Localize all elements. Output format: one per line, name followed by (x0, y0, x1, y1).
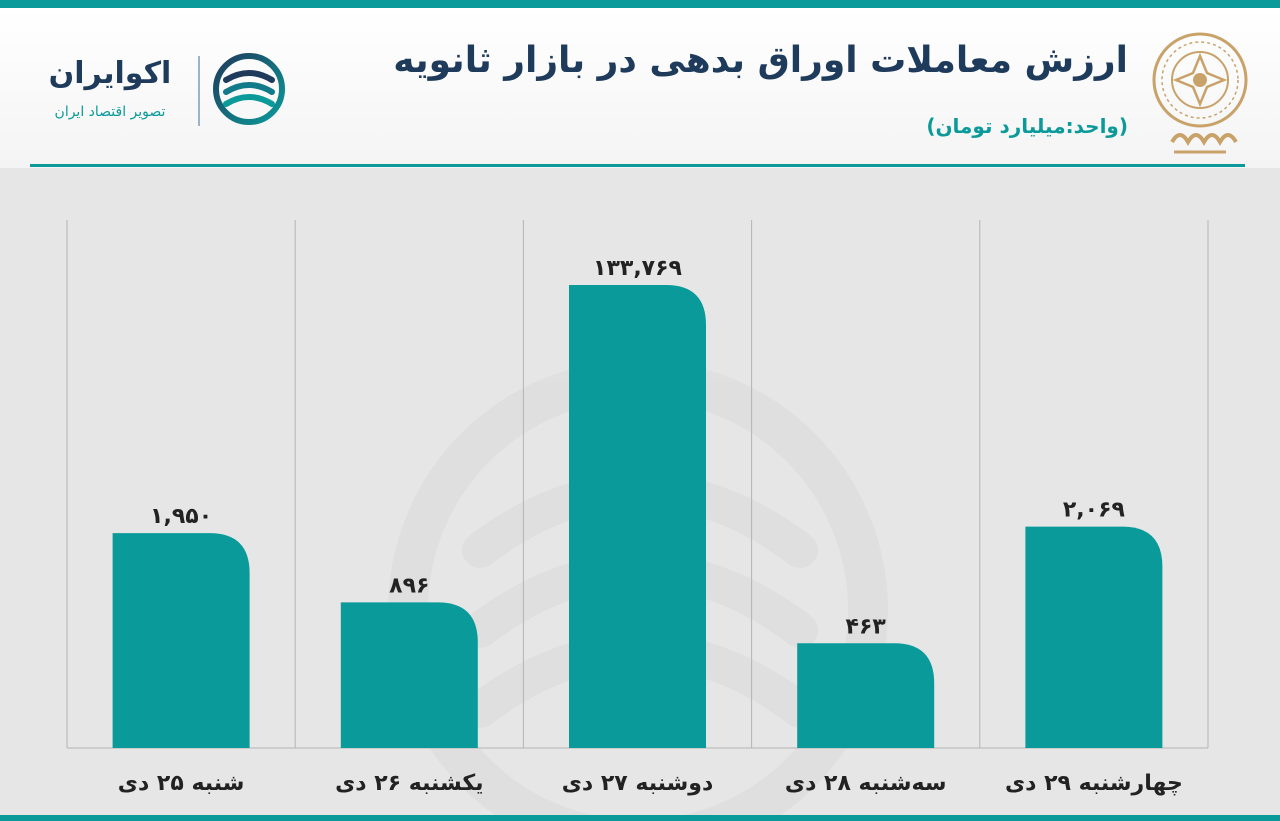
bar-value-label: ۱۳۳,۷۶۹ (593, 256, 682, 281)
grid-lines (66, 220, 1209, 749)
category-label: یکشنبه ۲۶ دی (335, 771, 483, 796)
emblem-logo-icon (1152, 32, 1248, 154)
bar-value-label: ۲,۰۶۹ (1063, 498, 1125, 523)
bar-chart: ۱,۹۵۰ ۸۹۶ ۱۳۳,۷۶۹ ۴۶۳ ۲,۰۶۹ شنبه ۲۵ دی یکشنبه… (66, 220, 1209, 815)
bar (797, 643, 935, 748)
bar (112, 533, 250, 748)
category-label: سه‌شنبه ۲۸ دی (785, 771, 947, 796)
bar (1025, 526, 1163, 748)
brand-name: اکوایران (48, 56, 172, 91)
bar-value-label: ۱,۹۵۰ (150, 504, 212, 529)
bar (340, 602, 478, 748)
category-label: شنبه ۲۵ دی (118, 771, 245, 796)
value-labels: ۱,۹۵۰ ۸۹۶ ۱۳۳,۷۶۹ ۴۶۳ ۲,۰۶۹ (150, 256, 1125, 639)
bar (569, 285, 706, 748)
bar-value-label: ۸۹۶ (389, 573, 429, 598)
chart-title: ارزش معاملات اوراق بدهی در بازار ثانویه (393, 40, 1128, 81)
logo-divider (198, 56, 200, 126)
bars (112, 285, 1163, 748)
header-divider (30, 164, 1245, 167)
bottom-accent-bar (0, 815, 1280, 821)
brand-tagline: تصویر اقتصاد ایران (54, 104, 166, 120)
category-labels: شنبه ۲۵ دی یکشنبه ۲۶ دی دوشنبه ۲۷ دی سه‌شنب… (118, 771, 1183, 796)
top-accent-bar (0, 0, 1280, 8)
chart-unit-subtitle: (واحد:میلیارد تومان) (926, 114, 1128, 138)
category-label: چهارشنبه ۲۹ دی (1005, 771, 1183, 796)
bar-value-label: ۴۶۳ (846, 614, 887, 639)
category-label: دوشنبه ۲۷ دی (562, 771, 714, 796)
ecoiran-logo-icon (213, 53, 285, 125)
header-panel (0, 8, 1280, 168)
